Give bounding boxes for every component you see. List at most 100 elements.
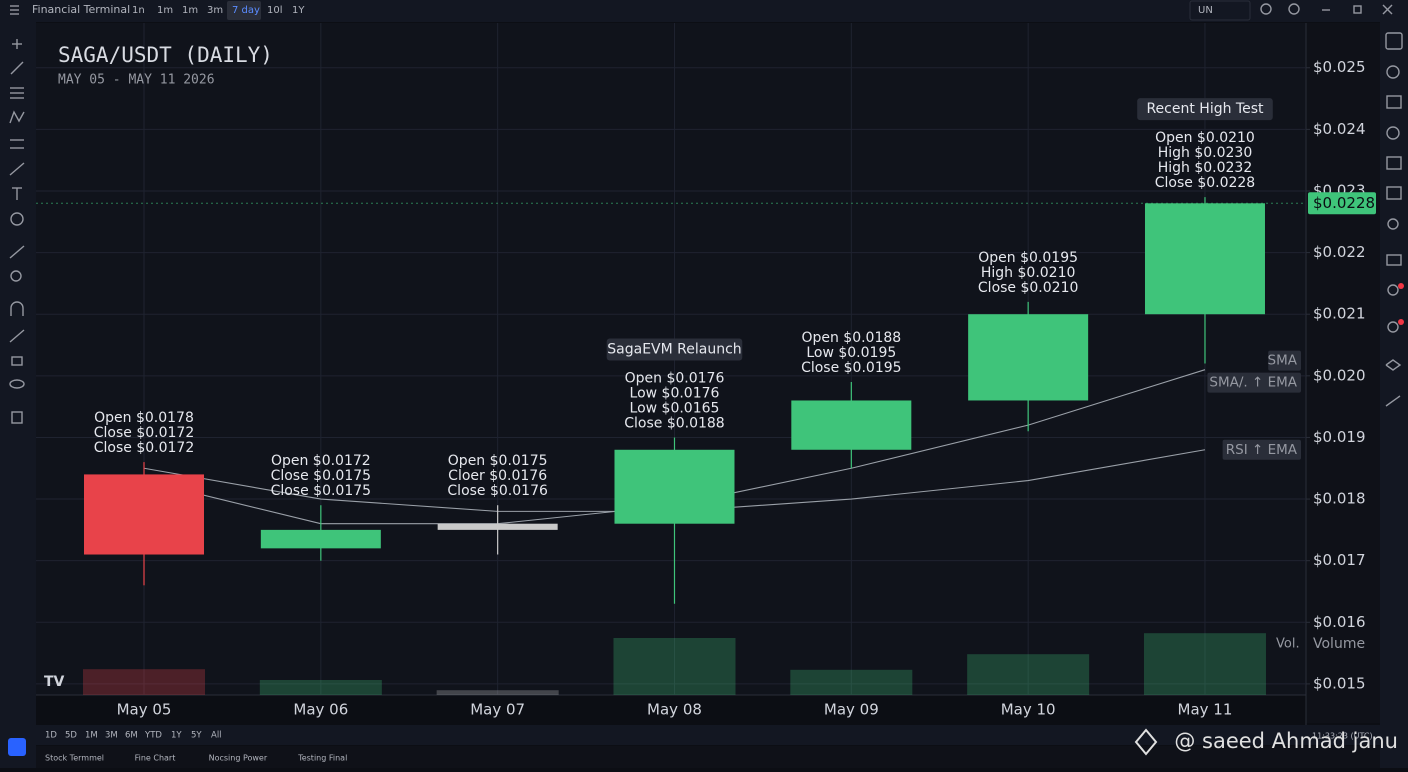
y-tick-label: $0.018 (1313, 490, 1366, 508)
interval-button[interactable]: 1m (182, 5, 198, 16)
candle-body (1144, 203, 1265, 315)
settings-icon[interactable] (1288, 3, 1300, 15)
candle-note: Open $0.0178 (94, 410, 194, 426)
x-tick-label: May 09 (824, 701, 879, 719)
volume-bar (967, 654, 1090, 695)
candle-body (791, 400, 912, 450)
tab[interactable]: Fine Chart (135, 754, 176, 763)
symbol-frame (1189, 0, 1251, 21)
x-tick-label: May 05 (117, 701, 172, 719)
series-label: RSI ↑ EMA (1226, 442, 1298, 458)
y-tick-label: $0.024 (1313, 120, 1366, 138)
tag-box (606, 338, 743, 361)
series-label: SMA/. ↑ EMA (1209, 375, 1297, 391)
candle-note: Close $0.0172 (94, 425, 194, 441)
interval-button[interactable]: 1m (157, 5, 173, 16)
y-tick-label: $0.016 (1313, 613, 1366, 631)
range-button[interactable]: 5D (65, 731, 77, 741)
x-tick-label: May 10 (1001, 701, 1056, 719)
candle-note: High $0.0210 (981, 265, 1076, 281)
note-tag: Recent High Test (1146, 101, 1264, 117)
candle-note: High $0.0230 (1158, 145, 1253, 161)
left-toolbar (0, 22, 36, 768)
candle-body (84, 474, 204, 555)
series-label: SMA (1268, 353, 1298, 369)
candle-note: Low $0.0176 (630, 385, 720, 401)
volume-bar (83, 669, 205, 695)
volume-bar (1143, 633, 1266, 695)
last-price-label: $0.0228 (1313, 194, 1375, 212)
volume-bar (790, 669, 913, 695)
series-tag-box (1207, 372, 1301, 393)
watermark-logo (1134, 728, 1158, 756)
y-tick-label: $0.025 (1313, 58, 1366, 76)
price-axis (1306, 23, 1380, 723)
candle-note: Close $0.0172 (94, 440, 194, 456)
volume-bar (436, 690, 559, 695)
app-badge[interactable] (8, 738, 26, 756)
menu-icon[interactable] (10, 5, 19, 15)
tab[interactable]: Testing Final (297, 754, 347, 763)
volume-name: Volume (1313, 636, 1365, 652)
interval-button[interactable]: 10l (267, 5, 283, 16)
note-tag: SagaEVM Relaunch (607, 341, 741, 357)
y-tick-label: $0.020 (1313, 366, 1366, 384)
series-tag-box (1268, 350, 1301, 371)
tab[interactable]: Stock Termmel (45, 754, 104, 763)
candle-note: Close $0.0210 (978, 280, 1078, 296)
range-button[interactable]: 6M (125, 731, 138, 741)
range-button[interactable]: 1Y (171, 731, 182, 741)
range-button[interactable]: All (211, 731, 222, 741)
symbol-box[interactable]: UN (1198, 5, 1213, 16)
range-button[interactable]: 1M (85, 731, 98, 741)
candle-note: Open $0.0195 (978, 250, 1078, 266)
search-icon[interactable] (1260, 3, 1272, 15)
sidebar-icons[interactable] (1385, 32, 1403, 407)
y-tick-label: $0.017 (1313, 551, 1366, 569)
tools[interactable] (9, 39, 25, 424)
range-bar (36, 725, 1380, 745)
range-button[interactable]: 3M (105, 731, 118, 741)
interval-button[interactable]: 1n (132, 5, 145, 16)
watermark: @ saeed Ahmad janu (1174, 729, 1398, 753)
interval-button[interactable]: 1Y (292, 5, 305, 16)
y-tick-label: $0.019 (1313, 428, 1366, 446)
alert-dot (1398, 283, 1404, 289)
candle-note: Open $0.0176 (625, 370, 725, 386)
candle-note: Close $0.0175 (271, 483, 371, 499)
x-tick-label: May 07 (470, 701, 525, 719)
alert-dot (1398, 319, 1404, 325)
chart-subtitle: MAY 05 - MAY 11 2026 (58, 73, 215, 88)
top-bar (0, 0, 1408, 22)
tab[interactable]: Nocsing Power (209, 754, 268, 763)
candle-note: Open $0.0210 (1155, 130, 1255, 146)
chart-title: SAGA/USDT (DAILY) (58, 43, 273, 67)
x-tick-label: May 08 (647, 701, 702, 719)
volume-bar (259, 680, 382, 695)
candle-note: Close $0.0195 (801, 360, 901, 376)
x-tick-label: May 06 (293, 701, 348, 719)
interval-button[interactable]: 3m (207, 5, 223, 16)
range-button[interactable]: 1D (45, 731, 57, 741)
right-sidebar (1380, 22, 1408, 768)
last-price-box (1308, 192, 1376, 215)
app-name: Financial Terminal (32, 3, 130, 16)
close[interactable] (1382, 4, 1393, 15)
candle-note: Open $0.0175 (448, 453, 548, 469)
candle-note: Cloer $0.0176 (448, 468, 547, 484)
interval-active (227, 1, 261, 20)
range-button[interactable]: YTD (144, 731, 162, 741)
y-tick-label: $0.015 (1313, 674, 1366, 692)
candle-body (260, 529, 381, 549)
candle-note: Low $0.0195 (806, 345, 896, 361)
range-button[interactable]: 5Y (191, 731, 202, 741)
maximize[interactable] (1353, 5, 1362, 14)
candle-note: Open $0.0188 (801, 330, 901, 346)
candle-body (614, 449, 735, 524)
volume-label: Vol. (1276, 637, 1300, 652)
series-tag-box (1222, 439, 1301, 460)
candle-body (968, 314, 1089, 401)
interval-button[interactable]: 7 day (232, 5, 260, 16)
candle-note: High $0.0232 (1158, 160, 1253, 176)
